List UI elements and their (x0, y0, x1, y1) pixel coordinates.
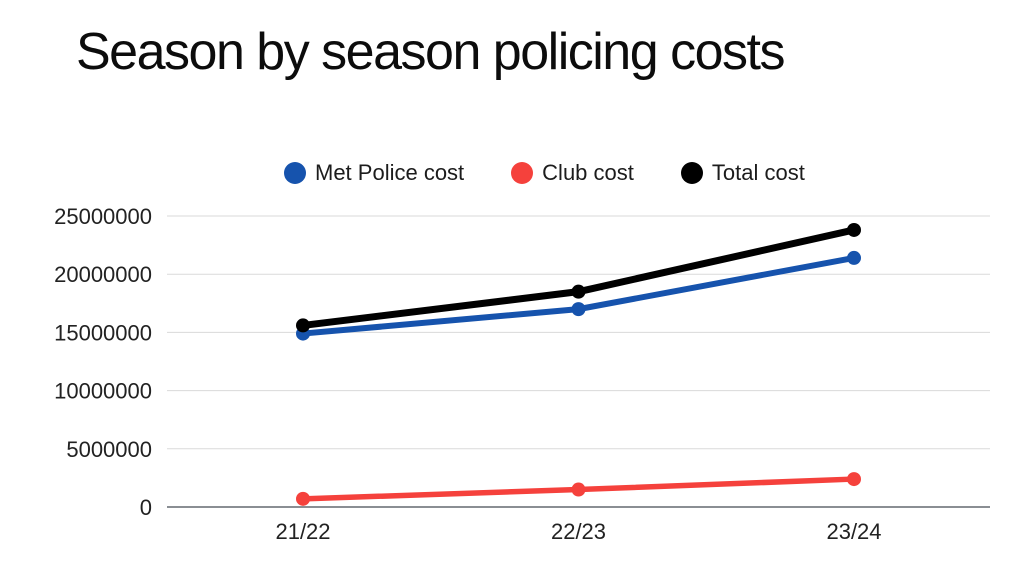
legend-swatch-icon (511, 162, 534, 184)
y-tick-label: 15000000 (54, 320, 152, 345)
data-point (571, 302, 586, 317)
data-point (847, 250, 861, 265)
y-tick-label: 10000000 (54, 379, 152, 404)
legend-label: Met Police cost (315, 160, 465, 185)
legend-label: Club cost (542, 160, 634, 185)
y-tick-label: 5000000 (66, 437, 152, 462)
data-point (296, 318, 310, 333)
x-tick-label: 23/24 (826, 519, 881, 544)
legend-item: Met Police cost (284, 160, 464, 186)
legend-item: Total cost (680, 160, 805, 186)
data-point (847, 222, 861, 237)
data-point (847, 472, 861, 487)
legend-item: Club cost (511, 160, 634, 186)
y-tick-label: 20000000 (54, 262, 152, 287)
data-point (571, 284, 586, 299)
legend-label: Total cost (711, 160, 805, 185)
x-tick-label: 21/22 (275, 519, 330, 544)
x-tick-label: 22/23 (551, 519, 606, 544)
data-point (571, 482, 586, 497)
y-tick-label: 0 (140, 495, 152, 520)
legend-swatch-icon (680, 162, 703, 184)
legend: Met Police cost Club cost Total cost (284, 160, 805, 186)
legend-swatch-icon (284, 162, 306, 184)
data-point (296, 491, 310, 506)
chart-title: Season by season policing costs (76, 23, 785, 81)
y-tick-label: 25000000 (54, 204, 152, 229)
